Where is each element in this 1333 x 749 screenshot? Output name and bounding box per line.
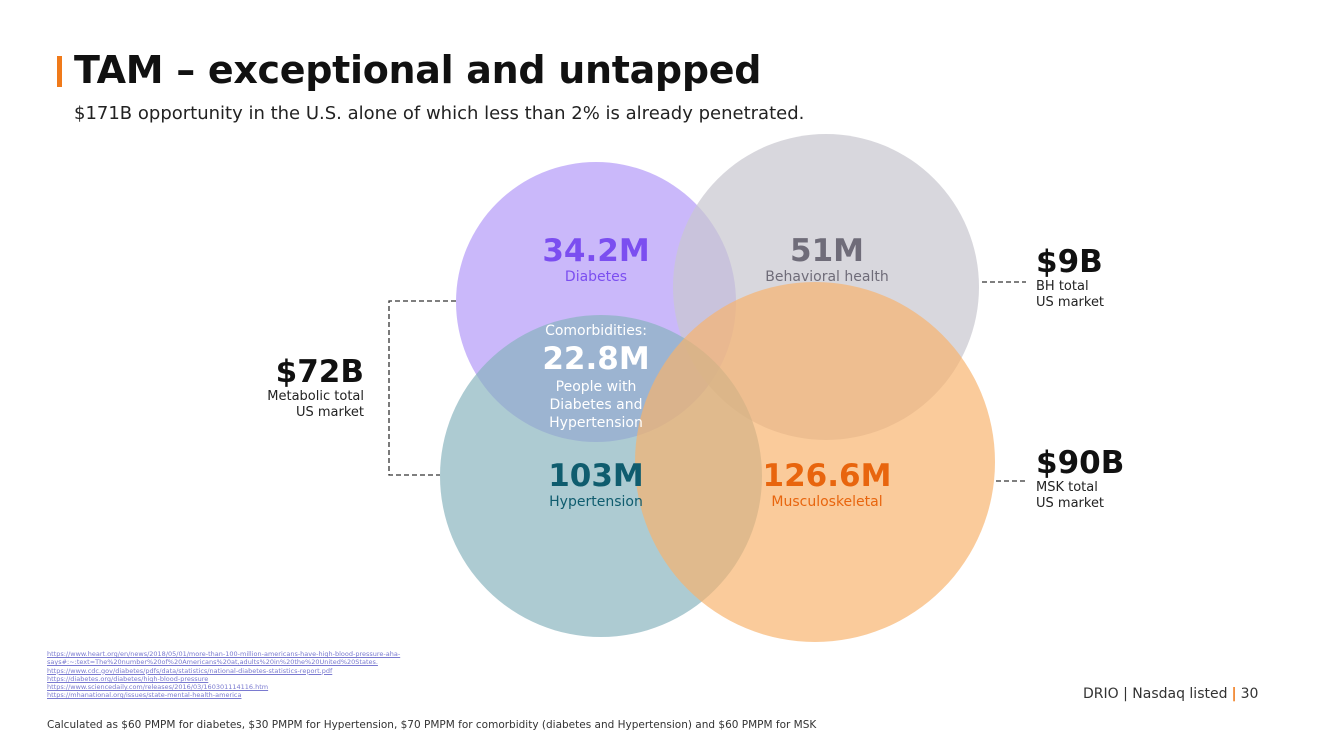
- bh-desc-line1: BH total: [1036, 279, 1089, 294]
- hypertension-label-group: 103M Hypertension: [548, 459, 644, 511]
- comorbidity-label-group: Comorbidities: 22.8M People with Diabete…: [542, 322, 649, 432]
- comorbidity-value: 22.8M: [542, 341, 650, 377]
- title-accent-bar: [57, 56, 62, 87]
- page-subtitle: $171B opportunity in the U.S. alone of w…: [74, 103, 805, 124]
- page-title: TAM – exceptional and untapped: [74, 48, 762, 92]
- comorbidity-intro: Comorbidities:: [545, 323, 647, 339]
- bh-desc-line2: US market: [1036, 295, 1105, 310]
- behavioral-value: 51M: [790, 233, 864, 269]
- source-link[interactable]: https://www.sciencedaily.com/releases/20…: [47, 683, 269, 692]
- msk-desc-line1: MSK total: [1036, 480, 1098, 495]
- bh-market: $9B BH total US market: [1036, 245, 1104, 311]
- msk-amount: $90B: [1036, 445, 1125, 481]
- source-link[interactable]: https://www.heart.org/en/news/2018/05/01…: [47, 650, 401, 658]
- comorbidity-line1: People with: [555, 379, 637, 395]
- source-link[interactable]: says#:~:text=The%20number%20of%20America…: [47, 658, 378, 667]
- behavioral-label-group: 51M Behavioral health: [765, 234, 888, 286]
- msk-label: Musculoskeletal: [771, 494, 883, 510]
- brand-text: DRIO | Nasdaq listed: [1083, 686, 1228, 702]
- source-link[interactable]: https://diabetes.org/diabetes/high-blood…: [47, 674, 209, 683]
- comorbidity-line3: Hypertension: [549, 415, 643, 431]
- footer-separator: |: [1231, 686, 1237, 702]
- source-link[interactable]: https://mhanational.org/issues/state-men…: [47, 691, 242, 700]
- comorbidity-line2: Diabetes and: [549, 397, 643, 413]
- msk-value: 126.6M: [762, 458, 892, 494]
- metabolic-amount: $72B: [275, 354, 364, 390]
- metabolic-desc-line1: Metabolic total: [267, 389, 364, 404]
- metabolic-desc-line2: US market: [295, 405, 364, 420]
- sources-list: https://www.heart.org/en/news/2018/05/01…: [47, 650, 400, 700]
- msk-desc-line2: US market: [1036, 496, 1105, 511]
- calculation-footnote: Calculated as $60 PMPM for diabetes, $30…: [47, 719, 817, 731]
- behavioral-label: Behavioral health: [765, 269, 889, 285]
- msk-market: $90B MSK total US market: [1036, 446, 1124, 512]
- metabolic-market: $72B Metabolic total US market: [267, 355, 364, 421]
- metabolic-bracket: [388, 300, 456, 476]
- diabetes-label-group: 34.2M Diabetes: [542, 234, 649, 286]
- page-number: 30: [1240, 686, 1259, 702]
- diabetes-value: 34.2M: [542, 233, 650, 269]
- hypertension-label: Hypertension: [549, 494, 643, 510]
- hypertension-value: 103M: [548, 458, 644, 494]
- footer-brand: DRIO | Nasdaq listed | 30: [1083, 686, 1258, 702]
- msk-circle: [635, 282, 995, 642]
- msk-label-group: 126.6M Musculoskeletal: [763, 459, 892, 511]
- bh-amount: $9B: [1036, 244, 1103, 280]
- diabetes-label: Diabetes: [564, 269, 628, 285]
- source-link[interactable]: https://www.cdc.gov/diabetes/pdfs/data/s…: [47, 666, 333, 675]
